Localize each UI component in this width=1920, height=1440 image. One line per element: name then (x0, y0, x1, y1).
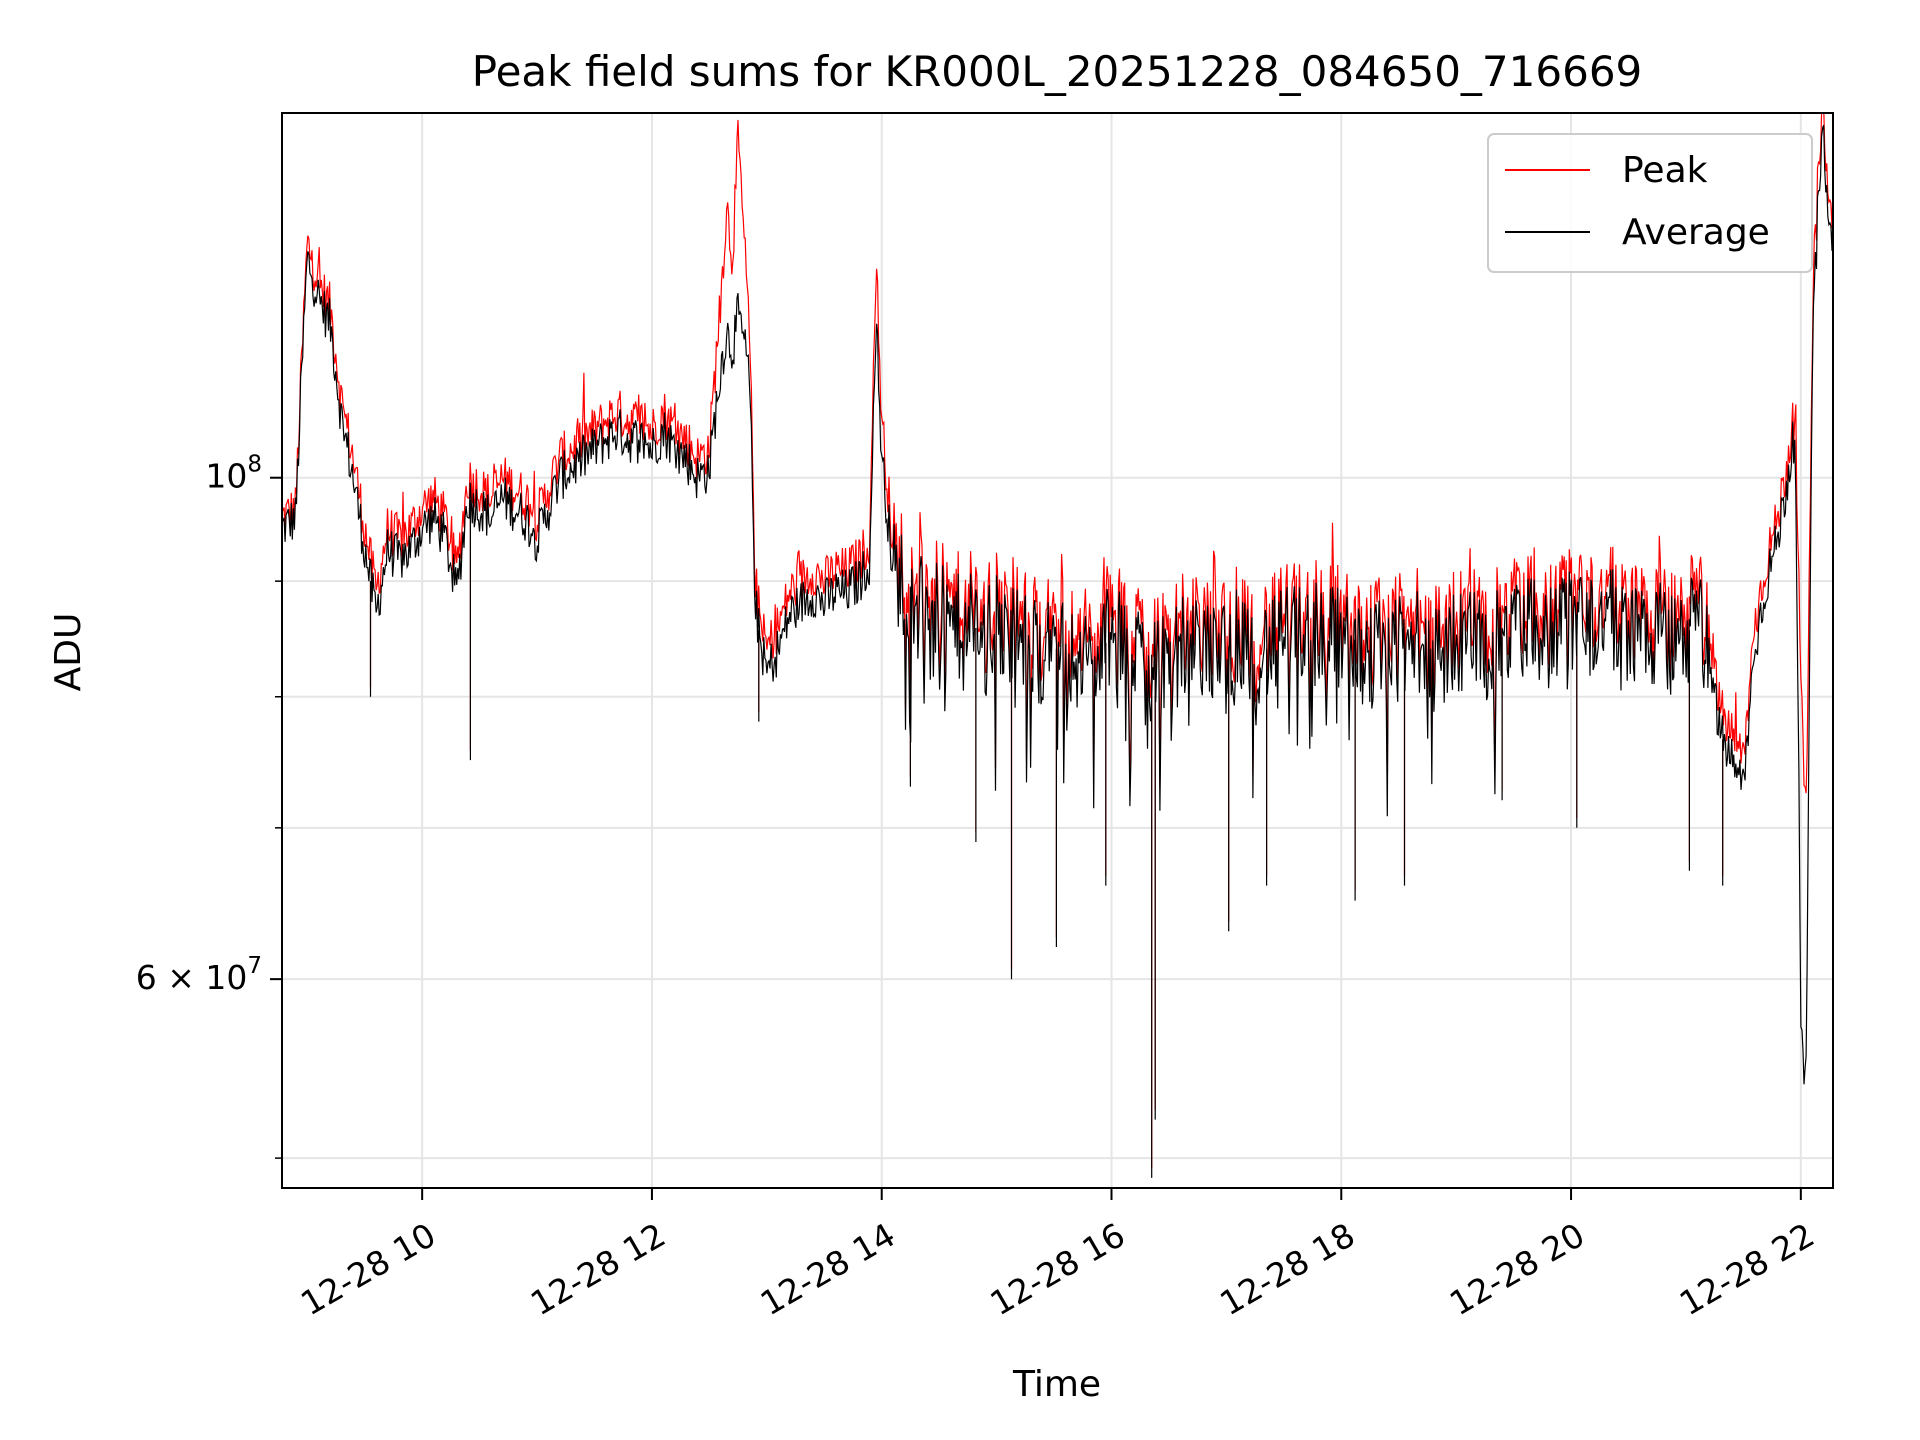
y-tick-label: 108 (205, 452, 262, 496)
legend-box (1487, 133, 1813, 273)
plot-area (282, 113, 1833, 1178)
legend-label-peak: Peak (1622, 150, 1708, 191)
y-axis-label: ADU (48, 613, 89, 692)
legend: Peak Average (1487, 133, 1813, 273)
plot-frame (281, 112, 1834, 1189)
y-axis: 108 6 × 107 (136, 452, 282, 1159)
y-tick-label: 6 × 107 (136, 953, 262, 997)
legend-label-average: Average (1622, 212, 1770, 253)
grid (282, 113, 1833, 1188)
chart-title: Peak field sums for KR000L_20251228_0846… (472, 47, 1643, 96)
x-axis-label: Time (1012, 1364, 1101, 1405)
series-average-line (282, 124, 1833, 1178)
